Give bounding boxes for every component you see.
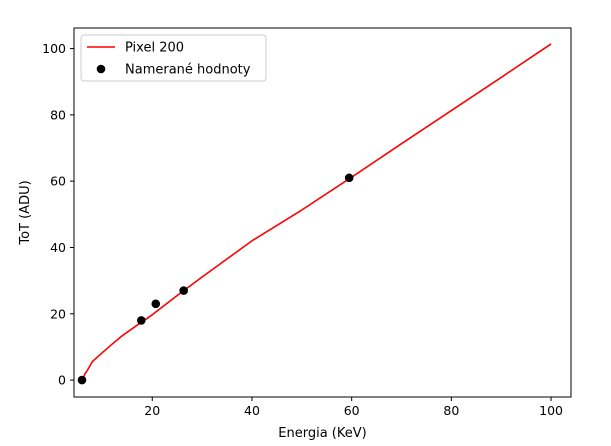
y-tick-label: 40 — [50, 240, 66, 255]
axes-frame — [73, 27, 572, 398]
legend-marker-swatch — [96, 64, 106, 74]
legend: Pixel 200 Namerané hodnoty — [80, 34, 267, 82]
y-axis-label: ToT (ADU) — [18, 180, 33, 245]
axes: 20 40 60 80 100 0 20 40 60 80 100 — [42, 27, 572, 418]
x-tick-label: 80 — [443, 403, 459, 418]
y-tick-label: 60 — [50, 174, 66, 189]
legend-entry-label: Pixel 200 — [125, 41, 184, 56]
data-point — [151, 299, 161, 309]
x-tick-label: 40 — [244, 403, 260, 418]
y-tick-label: 0 — [58, 373, 66, 388]
y-tick-label: 100 — [42, 41, 66, 56]
data-point — [77, 375, 87, 385]
plot-area — [77, 43, 552, 385]
legend-entry-label: Namerané hodnoty — [125, 63, 251, 78]
x-tick-label: 60 — [344, 403, 360, 418]
x-axis-label: Energia (KeV) — [278, 426, 366, 441]
legend-box — [80, 34, 267, 82]
series-line-pixel-200 — [81, 43, 552, 381]
data-point — [179, 286, 188, 295]
y-tick-label: 80 — [50, 107, 66, 122]
y-tick-label: 20 — [50, 306, 66, 321]
data-point — [136, 316, 146, 325]
x-tick-label: 20 — [144, 403, 160, 418]
data-point — [344, 173, 354, 183]
x-tick-label: 100 — [539, 403, 563, 418]
